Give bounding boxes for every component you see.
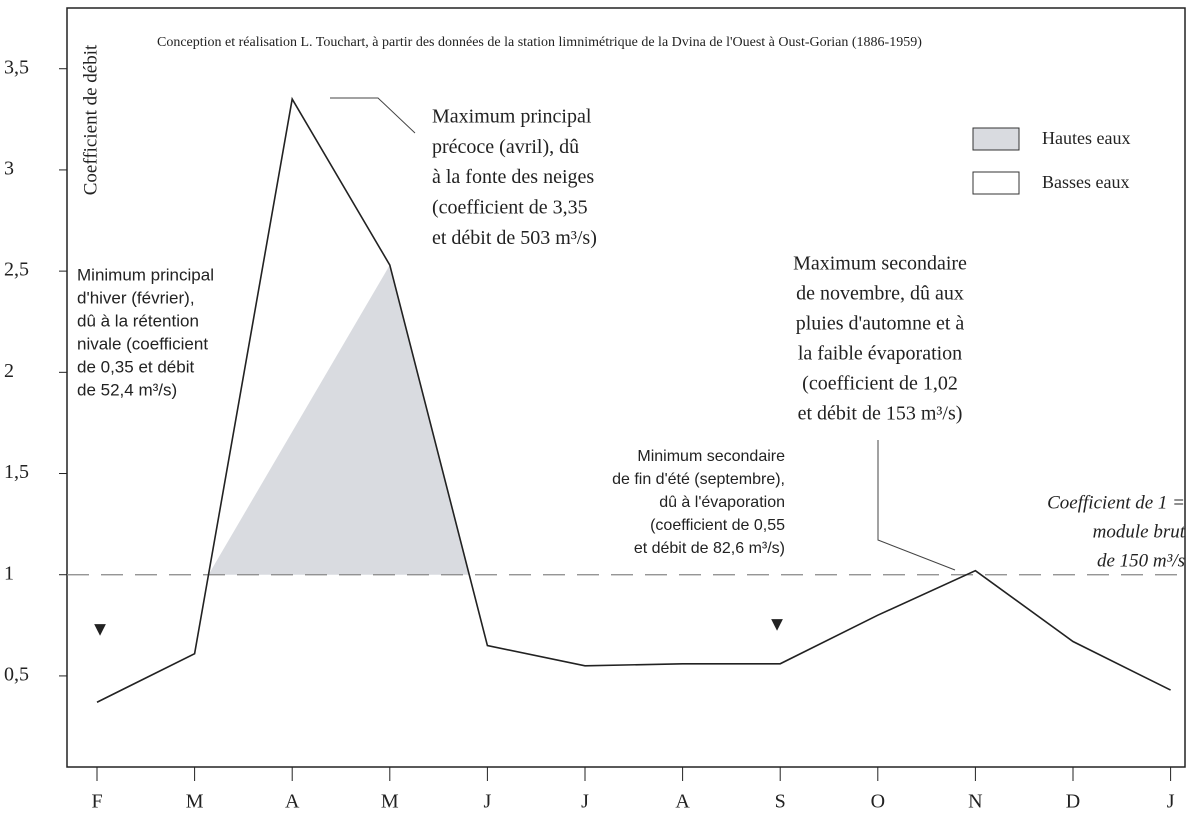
annotation: précoce (avril), dû [432, 136, 579, 158]
x-tick-label: J [1167, 791, 1175, 813]
annotation: de novembre, dû aux [796, 283, 964, 305]
annotation: de fin d'été (septembre), [612, 471, 785, 488]
annotation: (coefficient de 0,55 [650, 517, 785, 534]
y-tick-label: 1 [4, 562, 14, 584]
annotation: d'hiver (février), [77, 288, 195, 307]
data-line [96, 96, 1171, 703]
x-tick-label: J [581, 791, 589, 813]
annotation: de 52,4 m³/s) [77, 380, 177, 399]
high-water-area [208, 265, 470, 575]
annotation: à la fonte des neiges [432, 166, 594, 188]
annotation: dû à la rétention [77, 311, 199, 330]
y-tick-label: 3,5 [4, 56, 29, 78]
y-tick-label: 2 [4, 360, 14, 382]
x-tick-label: F [91, 791, 102, 813]
annotation: (coefficient de 1,02 [802, 373, 958, 395]
annotation: et débit de 153 m³/s) [798, 403, 963, 425]
annotation: (coefficient de 3,35 [432, 196, 588, 218]
y-tick-label: 0,5 [4, 664, 29, 686]
y-tick-label: 2,5 [4, 259, 29, 281]
x-tick-label: A [285, 791, 300, 813]
x-tick-label: M [381, 791, 399, 813]
plot-frame [66, 7, 1186, 768]
reference-label: Coefficient de 1 = [1047, 492, 1185, 513]
x-tick-label: J [484, 791, 492, 813]
reference-label: de 150 m³/s [1097, 550, 1185, 571]
annotation: et débit de 82,6 m³/s) [634, 540, 785, 557]
annotation: la faible évaporation [798, 343, 962, 365]
x-tick-label: M [186, 791, 204, 813]
annotation: Maximum secondaire [793, 253, 967, 275]
annotation: et débit de 503 m³/s) [432, 227, 597, 249]
leader-line [330, 97, 416, 134]
leader-line [877, 440, 956, 571]
annotation: Maximum principal [432, 106, 592, 128]
legend-swatch [972, 171, 1020, 195]
annotation: pluies d'automne et à [796, 313, 965, 335]
annotation: Minimum principal [77, 265, 214, 284]
y-axis-label: Coefficient de débit [80, 44, 101, 195]
annotation: de 0,35 et débit [77, 357, 194, 376]
x-tick-label: A [675, 791, 690, 813]
legend-label: Basses eaux [1042, 172, 1129, 192]
credit: Conception et réalisation L. Touchart, à… [157, 35, 922, 50]
annotation: Minimum secondaire [637, 448, 785, 465]
annotation: dû à l'évaporation [659, 494, 785, 511]
x-tick-label: D [1066, 791, 1080, 813]
marker-triangle: ▼ [767, 613, 787, 635]
marker-triangle: ▼ [90, 618, 110, 640]
x-tick-label: N [968, 791, 982, 813]
y-tick-label: 3 [4, 158, 14, 180]
x-tick-label: S [775, 791, 786, 813]
y-tick-label: 1,5 [4, 461, 29, 483]
legend-label: Hautes eaux [1042, 128, 1130, 148]
reference-label: module brut [1093, 521, 1186, 542]
x-tick-label: O [871, 791, 885, 813]
legend-swatch [972, 127, 1020, 151]
annotation: nivale (coefficient [77, 334, 208, 353]
